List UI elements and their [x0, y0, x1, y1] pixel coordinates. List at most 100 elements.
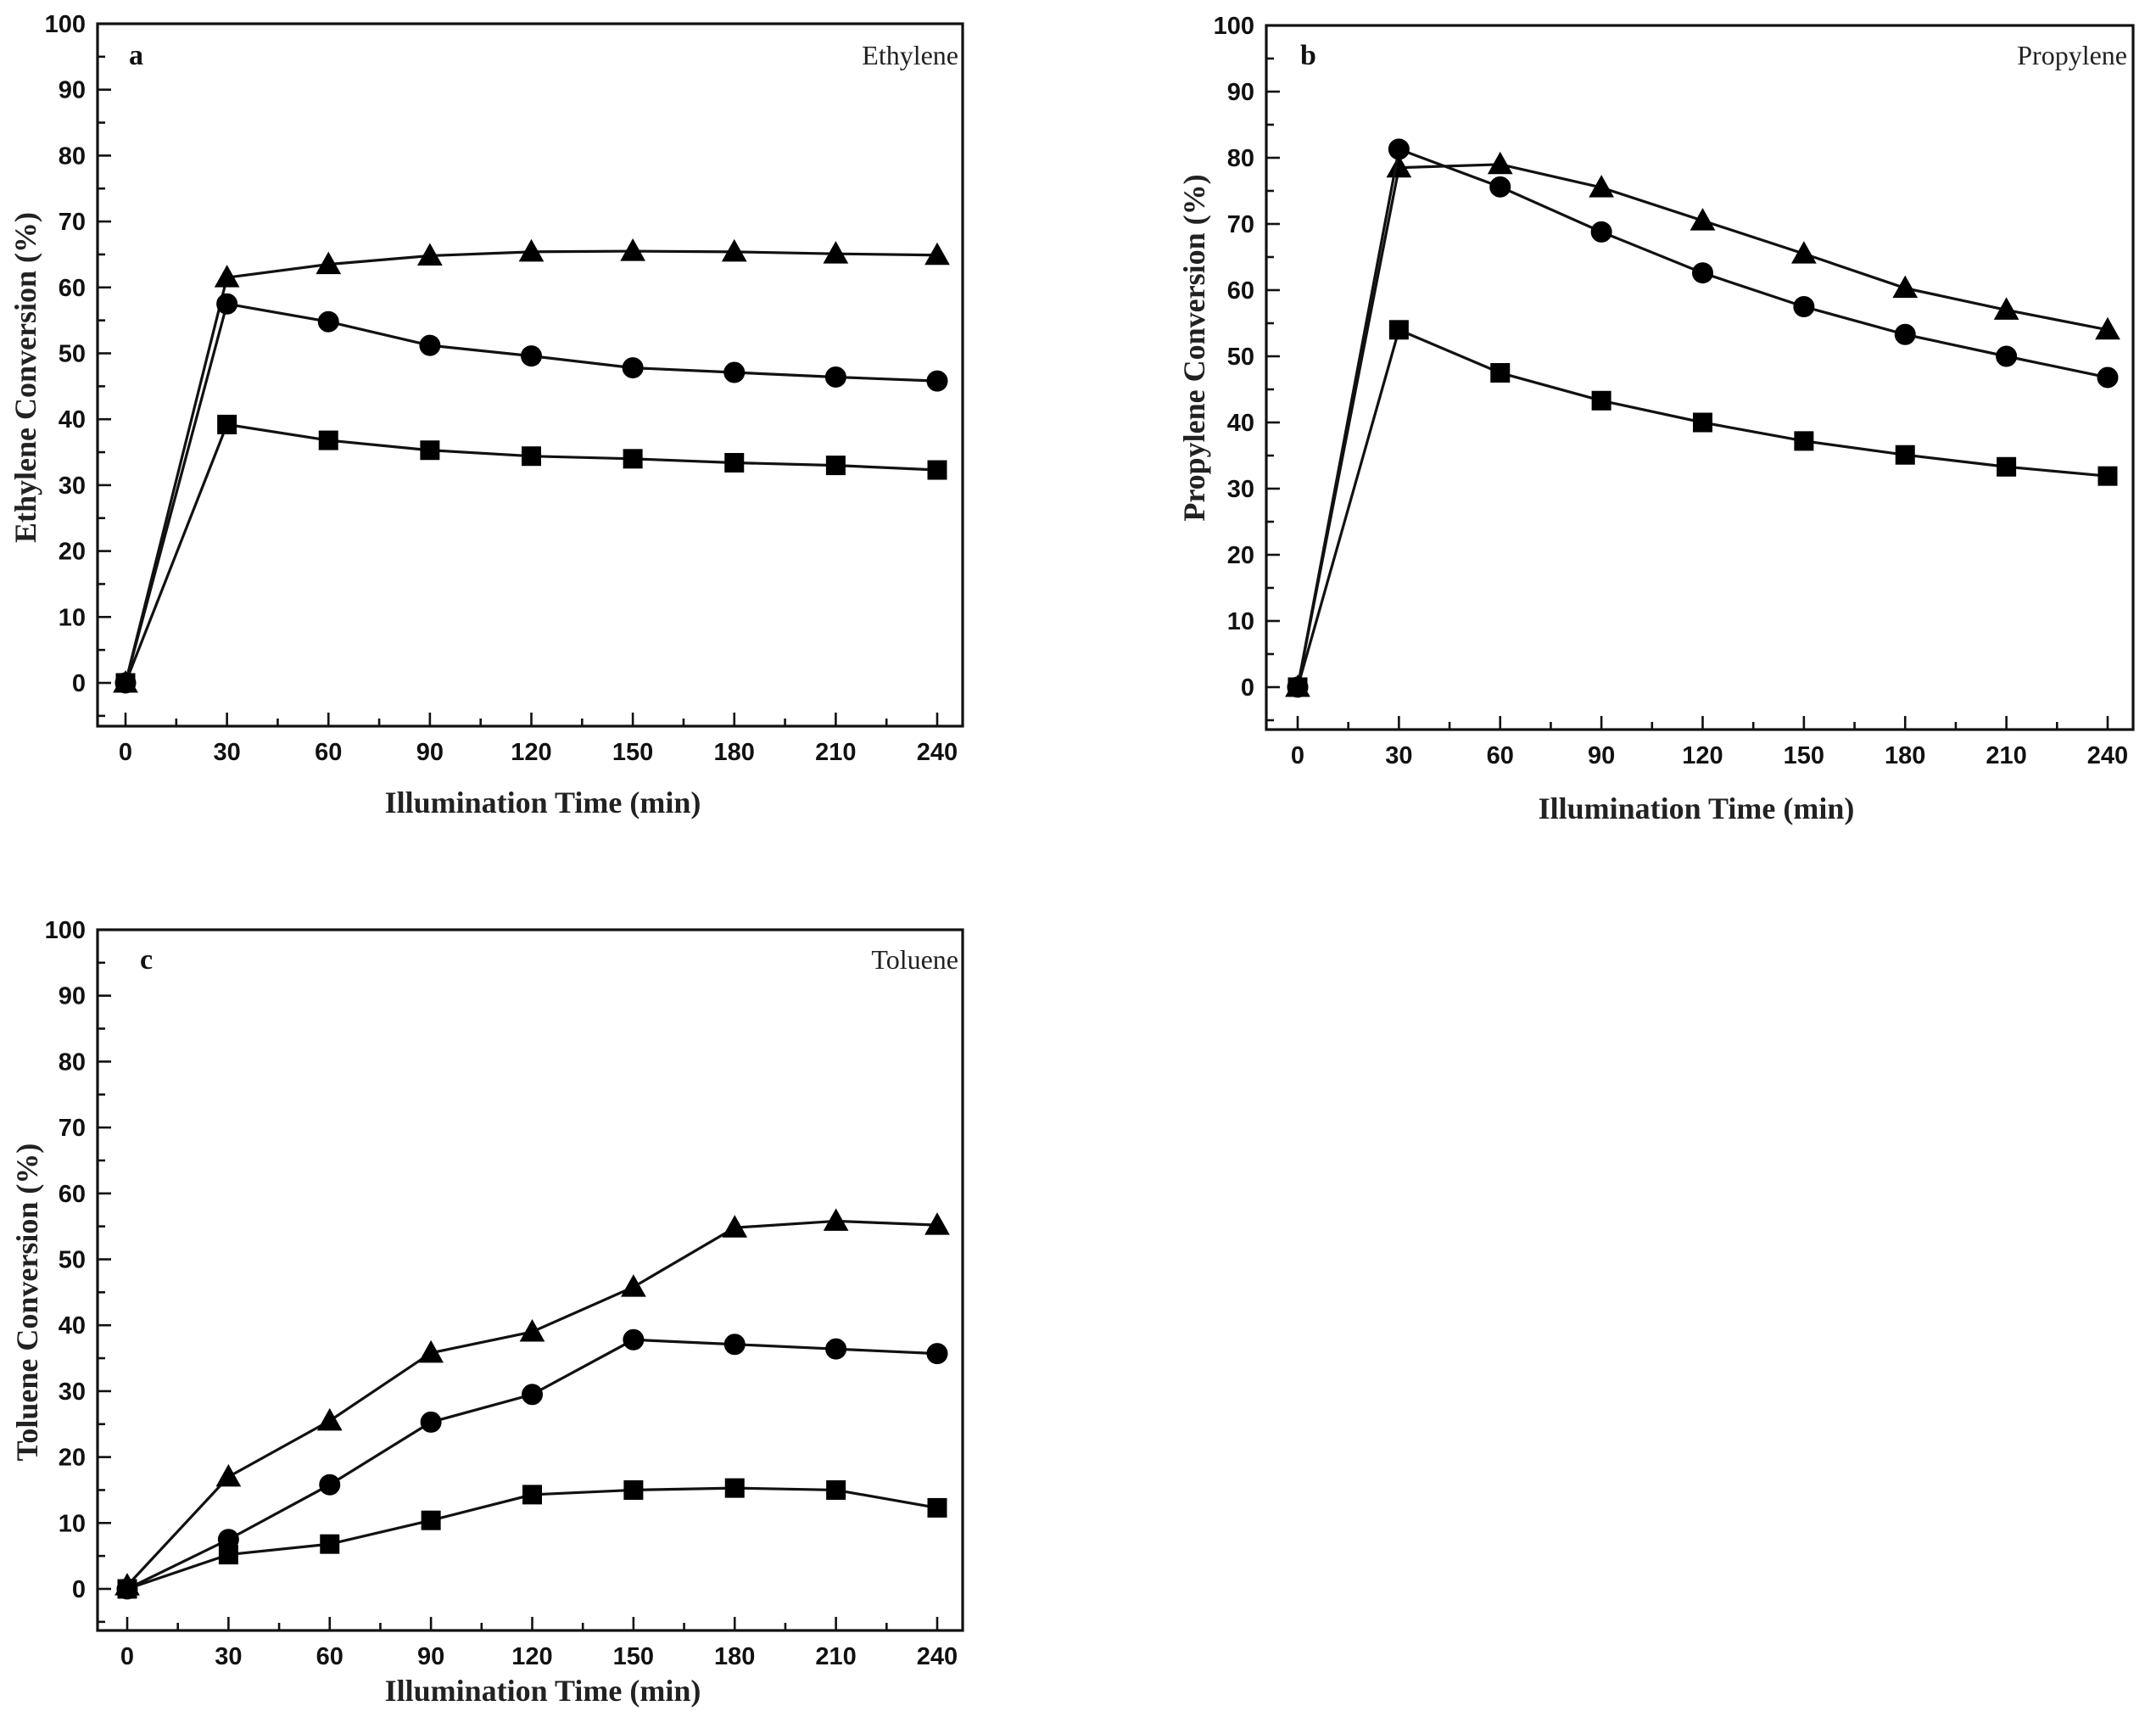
y-tick-label: 60: [59, 1181, 86, 1208]
data-point-square: [724, 452, 745, 473]
x-tick-label: 120: [1682, 742, 1723, 769]
data-point-square: [1388, 320, 1409, 340]
x-tick-label: 30: [1385, 742, 1412, 769]
data-point-circle: [1489, 176, 1511, 198]
data-point-square: [826, 1479, 846, 1500]
x-tick-label: 90: [1588, 742, 1615, 769]
data-point-circle: [926, 370, 948, 392]
data-point-square: [724, 1478, 745, 1498]
data-point-square: [318, 430, 338, 450]
data-point-circle: [825, 1338, 847, 1360]
data-point-square: [1693, 412, 1712, 433]
data-point-circle: [723, 1334, 746, 1356]
y-axis-label: Propylene Conversion (%): [1177, 174, 1211, 521]
y-tick-label: 50: [59, 1247, 86, 1274]
x-tick-label: 180: [714, 1643, 755, 1670]
data-point-circle: [216, 293, 238, 315]
data-point-circle: [926, 1343, 948, 1365]
data-point-triangle: [823, 241, 849, 264]
data-point-triangle: [1993, 297, 2019, 320]
x-tick-label: 90: [416, 739, 444, 766]
data-point-circle: [317, 310, 339, 333]
data-point-circle: [1793, 296, 1815, 317]
y-tick-label: 10: [1227, 608, 1254, 635]
chart-toluene: c Toluene Illumination Time (min) Toluen…: [10, 917, 964, 1708]
data-point-triangle: [1791, 241, 1817, 264]
data-point-triangle: [722, 1215, 748, 1238]
data-point-circle: [1590, 221, 1612, 243]
x-tick-label: 150: [1784, 742, 1824, 769]
data-point-triangle: [519, 1318, 545, 1342]
x-tick-label: 60: [1487, 742, 1514, 769]
data-point-square: [2097, 466, 2118, 486]
data-point-triangle: [215, 1463, 242, 1487]
y-tick-label: 100: [45, 11, 86, 38]
data-point-circle: [521, 345, 542, 367]
x-tick-label: 0: [1291, 742, 1304, 769]
data-point-square: [320, 1534, 340, 1554]
y-tick-label: 20: [1227, 542, 1254, 569]
x-tick-label: 180: [1885, 742, 1925, 769]
data-point-triangle: [518, 238, 545, 262]
plot-frame: [96, 22, 964, 728]
x-tick-label: 0: [120, 1643, 134, 1670]
panel-label: c: [140, 944, 153, 976]
data-point-triangle: [924, 242, 950, 266]
data-point-circle: [723, 361, 746, 383]
data-point-triangle: [823, 1208, 849, 1231]
x-tick-label: 30: [213, 739, 240, 766]
y-tick-label: 60: [1227, 277, 1254, 305]
x-tick-label: 240: [2087, 742, 2128, 769]
data-point-square: [522, 1485, 542, 1505]
data-point-triangle: [316, 1407, 343, 1431]
data-point-triangle: [721, 238, 747, 262]
data-point-triangle: [620, 238, 645, 261]
y-tick-label: 90: [59, 983, 86, 1010]
y-axis-label: Ethylene Conversion (%): [8, 212, 42, 543]
data-point-square: [421, 1510, 441, 1530]
y-tick-label: 10: [59, 604, 86, 631]
panel-label: a: [129, 40, 143, 71]
data-point-square: [825, 456, 846, 476]
y-tick-label: 30: [59, 1379, 86, 1406]
data-point-triangle: [1690, 208, 1716, 231]
data-point-triangle: [621, 1274, 646, 1297]
y-tick-label: 20: [59, 1445, 86, 1472]
data-point-circle: [1996, 345, 2018, 367]
data-point-triangle: [418, 1339, 444, 1363]
x-tick-label: 150: [613, 1643, 654, 1670]
data-point-circle: [1388, 138, 1410, 160]
data-point-triangle: [1487, 151, 1513, 175]
data-point-square: [623, 1479, 644, 1500]
x-axis-label: Illumination Time (min): [385, 1674, 701, 1708]
data-point-triangle: [1589, 175, 1614, 198]
x-tick-label: 210: [815, 1643, 856, 1670]
data-point-square: [1794, 431, 1814, 451]
y-tick-label: 80: [59, 143, 86, 170]
data-point-triangle: [1386, 154, 1412, 178]
data-point-circle: [420, 1411, 442, 1433]
y-tick-label: 60: [59, 275, 86, 302]
y-tick-label: 0: [72, 1576, 86, 1603]
y-tick-label: 20: [59, 539, 86, 566]
x-tick-label: 60: [315, 739, 342, 766]
data-point-square: [1287, 677, 1308, 697]
y-tick-label: 90: [1227, 79, 1254, 106]
data-point-square: [1895, 445, 1915, 465]
y-tick-label: 40: [59, 1312, 86, 1339]
data-point-square: [927, 1497, 947, 1518]
x-tick-label: 240: [917, 1643, 958, 1670]
y-tick-label: 50: [59, 341, 86, 368]
data-point-triangle: [417, 243, 443, 266]
data-point-square: [1997, 456, 2017, 477]
chart-ethylene: a Ethylene Illumination Time (min) Ethyl…: [8, 11, 964, 819]
y-tick-label: 40: [59, 406, 86, 433]
y-tick-label: 10: [59, 1510, 86, 1537]
chart-title: Ethylene: [862, 40, 958, 70]
data-point-square: [420, 440, 440, 461]
y-tick-label: 80: [59, 1049, 86, 1076]
x-tick-label: 180: [714, 739, 755, 766]
y-tick-label: 100: [45, 917, 86, 944]
data-point-square: [623, 449, 643, 469]
chart-title: Toluene: [871, 944, 958, 975]
